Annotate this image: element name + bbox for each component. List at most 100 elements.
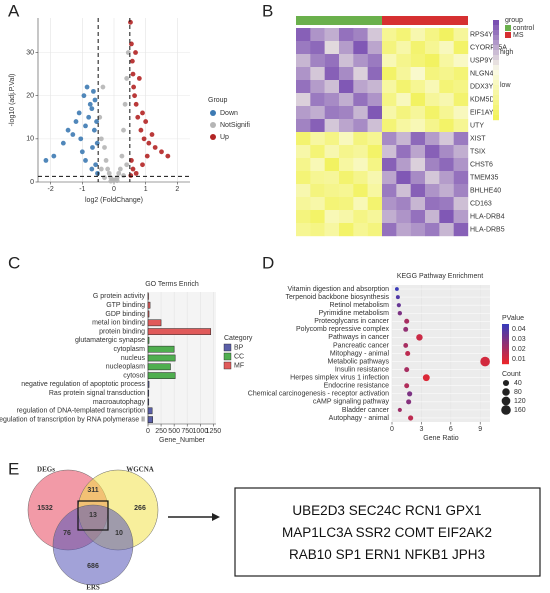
point: [140, 110, 145, 116]
y-tick-label: Mitophagy - animal: [330, 350, 390, 357]
bar: [147, 372, 176, 379]
scale-label: 0.04: [512, 326, 526, 333]
gene-line: RAB10 SP1 ERN1 NFKB1 JPH3: [289, 547, 485, 562]
heat-cell: [453, 28, 469, 42]
heat-cell: [396, 158, 411, 172]
point: [133, 170, 139, 176]
point: [140, 162, 145, 168]
heat-cell: [410, 184, 426, 198]
point: [83, 123, 88, 129]
point: [114, 178, 120, 184]
x-axis-label: Gene Ratio: [423, 435, 459, 442]
heat-cell: [425, 197, 440, 211]
scale-label: low: [500, 82, 511, 89]
heat-cell: [339, 119, 354, 133]
heat-cell: [453, 132, 469, 146]
heat-cell: [324, 210, 340, 224]
color-scale: [502, 359, 509, 362]
heat-cell: [453, 67, 469, 81]
heat-cell: [410, 223, 426, 237]
region-count: 76: [63, 530, 71, 537]
point: [135, 114, 141, 120]
gene: EIF2AK2: [438, 525, 492, 540]
heat-cell: [396, 197, 411, 211]
y-tick-label: Proteoglycans in cancer: [314, 318, 389, 325]
heat-cell: [396, 41, 411, 55]
legend-swatch: [223, 352, 232, 361]
legend-swatch: [210, 122, 216, 128]
bar: [147, 319, 162, 327]
point: [129, 58, 135, 64]
x-tick-label: 1250: [206, 428, 222, 435]
point: [100, 84, 106, 90]
heat-cell: [396, 106, 411, 120]
point: [65, 127, 71, 133]
legend-label: Down: [220, 110, 238, 117]
heat-cell: [339, 93, 354, 107]
scale-label: high: [500, 49, 513, 56]
heat-cell: [324, 106, 340, 120]
heat-cell: [453, 171, 469, 185]
y-tick-label: 0: [30, 179, 34, 186]
dot: [416, 334, 423, 341]
color-scale: [502, 351, 509, 355]
heat-cell: [425, 93, 440, 107]
row-label: TSIX: [470, 148, 486, 155]
heat-cell: [382, 80, 397, 94]
size-key: [501, 396, 511, 406]
arrow-head: [212, 513, 220, 521]
heat-cell: [382, 93, 397, 107]
bar: [147, 337, 150, 344]
heat-cell: [425, 171, 440, 185]
y-tick-label: 10: [26, 136, 34, 143]
color-scale: [493, 85, 499, 91]
heat-cell: [367, 197, 383, 211]
region-count: 1532: [37, 505, 53, 512]
heat-cell: [324, 184, 340, 198]
point: [130, 166, 136, 172]
heat-cell: [339, 106, 354, 120]
gene: SSR2: [356, 525, 391, 540]
point: [95, 170, 100, 176]
y-axis-label: -log10 (adj.P.Val): [9, 74, 16, 127]
y-tick-label: glutamatergic synapse: [75, 337, 145, 344]
y-tick-label: metal ion binding: [92, 320, 145, 327]
heat-cell: [382, 54, 397, 68]
heat-cell: [310, 80, 325, 94]
heat-cell: [410, 132, 426, 146]
panel-label: A: [8, 1, 20, 20]
heat-cell: [353, 41, 368, 55]
point: [79, 149, 85, 155]
heat-cell: [339, 67, 354, 81]
heat-cell: [310, 106, 325, 120]
heat-cell: [396, 184, 411, 198]
heat-cell: [367, 158, 383, 172]
heat-cell: [324, 171, 340, 185]
heat-cell: [353, 28, 368, 42]
x-tick-label: 6: [449, 426, 453, 433]
x-tick-label: 1000: [193, 428, 209, 435]
heat-cell: [339, 41, 354, 55]
point: [76, 110, 82, 116]
y-tick-label: GDP binding: [105, 311, 145, 318]
heat-cell: [296, 158, 311, 172]
bar: [147, 389, 150, 397]
heat-cell: [296, 41, 311, 55]
point: [73, 119, 79, 124]
heat-cell: [296, 54, 311, 68]
heat-cell: [382, 171, 397, 185]
color-scale: [493, 75, 499, 81]
bar: [147, 407, 153, 415]
heat-cell: [353, 210, 368, 224]
heat-cell: [310, 223, 325, 237]
y-tick-label: GTP binding: [106, 302, 145, 309]
heat-cell: [396, 145, 411, 159]
color-scale: [502, 341, 509, 345]
gene-box: [234, 487, 541, 577]
y-tick-label: Herpes simplex virus 1 infection: [290, 375, 389, 382]
panel-label: D: [262, 253, 274, 272]
heat-cell: [439, 41, 454, 55]
dot: [403, 326, 409, 332]
heat-cell: [410, 54, 426, 68]
row-label: XIST: [470, 135, 486, 142]
